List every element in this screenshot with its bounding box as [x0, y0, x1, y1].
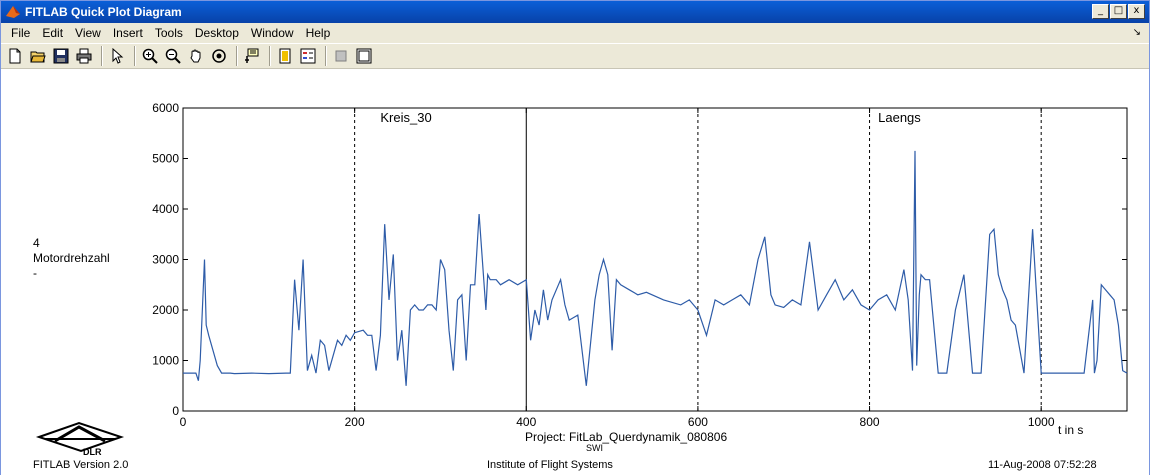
x-tick-label: 800 — [860, 415, 880, 429]
zoom-in-icon[interactable] — [140, 46, 160, 66]
matlab-logo-icon — [6, 6, 20, 18]
close-button[interactable]: x — [1128, 4, 1145, 19]
segment-label: Kreis_30 — [380, 110, 431, 125]
x-tick-label: 400 — [516, 415, 536, 429]
menu-file[interactable]: File — [11, 26, 31, 40]
x-tick-label: 200 — [345, 415, 365, 429]
x-tick-label: 0 — [180, 415, 187, 429]
save-icon[interactable] — [51, 46, 71, 66]
toolbar-separator — [134, 46, 136, 66]
toolbar-separator — [269, 46, 271, 66]
window-title: FITLAB Quick Plot Diagram — [25, 5, 182, 19]
y-tick-label: 4000 — [152, 202, 179, 216]
project-subtitle: SWI — [586, 443, 603, 453]
plot-area: 0 200 400 600 800 1000 0 1000 2000 3000 4000 5000 60… — [152, 101, 1128, 429]
timestamp-label: 11-Aug-2008 07:52:28 — [988, 459, 1097, 471]
hide-plot-tools-icon[interactable] — [331, 46, 351, 66]
y-axis-label-index: 4 — [33, 236, 40, 250]
y-tick-label: 0 — [172, 404, 179, 418]
show-plot-tools-icon[interactable] — [354, 46, 374, 66]
svg-text:DLR: DLR — [83, 447, 102, 457]
y-tick-label: 5000 — [152, 152, 179, 166]
axes-box — [182, 107, 1128, 412]
pointer-icon[interactable] — [107, 46, 127, 66]
menu-insert[interactable]: Insert — [112, 26, 143, 40]
menu-bar: File Edit View Insert Tools Desktop Wind… — [1, 23, 1149, 43]
colorbar-icon[interactable] — [275, 46, 295, 66]
new-icon[interactable] — [5, 46, 25, 66]
toolbar-separator — [325, 46, 327, 66]
figure-toolbar — [1, 43, 1149, 69]
menu-window[interactable]: Window — [250, 26, 294, 40]
version-label: FITLAB Version 2.0 — [33, 459, 129, 471]
institute-label: Institute of Flight Systems — [487, 459, 613, 471]
y-tick-label: 3000 — [152, 253, 179, 267]
y-tick-label: 6000 — [152, 101, 179, 115]
y-axis-label-name: Motordrehzahl — [33, 251, 110, 265]
dock-arrow-icon[interactable]: ↘ — [1132, 27, 1141, 38]
data-cursor-icon[interactable] — [242, 46, 262, 66]
rotate-icon[interactable] — [209, 46, 229, 66]
toolbar-separator — [236, 46, 238, 66]
figure-canvas: 0 200 400 600 800 1000 0 1000 2000 3000 4000 5000 60… — [1, 69, 1149, 475]
y-tick-label: 1000 — [152, 354, 179, 368]
pan-icon[interactable] — [186, 46, 206, 66]
x-axis-label: t in s — [1058, 423, 1084, 437]
y-axis-label-unit: - — [33, 266, 37, 280]
maximize-button[interactable]: □ — [1110, 4, 1127, 19]
x-tick-label: 1000 — [1028, 415, 1055, 429]
legend-icon[interactable] — [298, 46, 318, 66]
menu-desktop[interactable]: Desktop — [194, 26, 239, 40]
dlr-logo: DLR — [35, 421, 125, 457]
y-axis-label: 4 Motordrehzahl - — [33, 236, 110, 281]
series-line-motordrehzahl — [183, 150, 1128, 386]
project-title: Project: FitLab_Querdynamik_080806 — [525, 430, 728, 444]
minimize-button[interactable]: _ — [1092, 4, 1109, 19]
zoom-out-icon[interactable] — [163, 46, 183, 66]
segment-label: Laengs — [878, 110, 921, 125]
toolbar-separator — [101, 46, 103, 66]
window-controls: _ □ x — [1091, 4, 1145, 19]
title-bar[interactable]: FITLAB Quick Plot Diagram _ □ x — [1, 1, 1149, 23]
open-icon[interactable] — [28, 46, 48, 66]
y-tick-label: 2000 — [152, 303, 179, 317]
menu-help[interactable]: Help — [305, 26, 331, 40]
menu-view[interactable]: View — [75, 26, 101, 40]
menu-tools[interactable]: Tools — [154, 26, 183, 40]
x-tick-label: 600 — [688, 415, 708, 429]
print-icon[interactable] — [74, 46, 94, 66]
menu-edit[interactable]: Edit — [42, 26, 64, 40]
